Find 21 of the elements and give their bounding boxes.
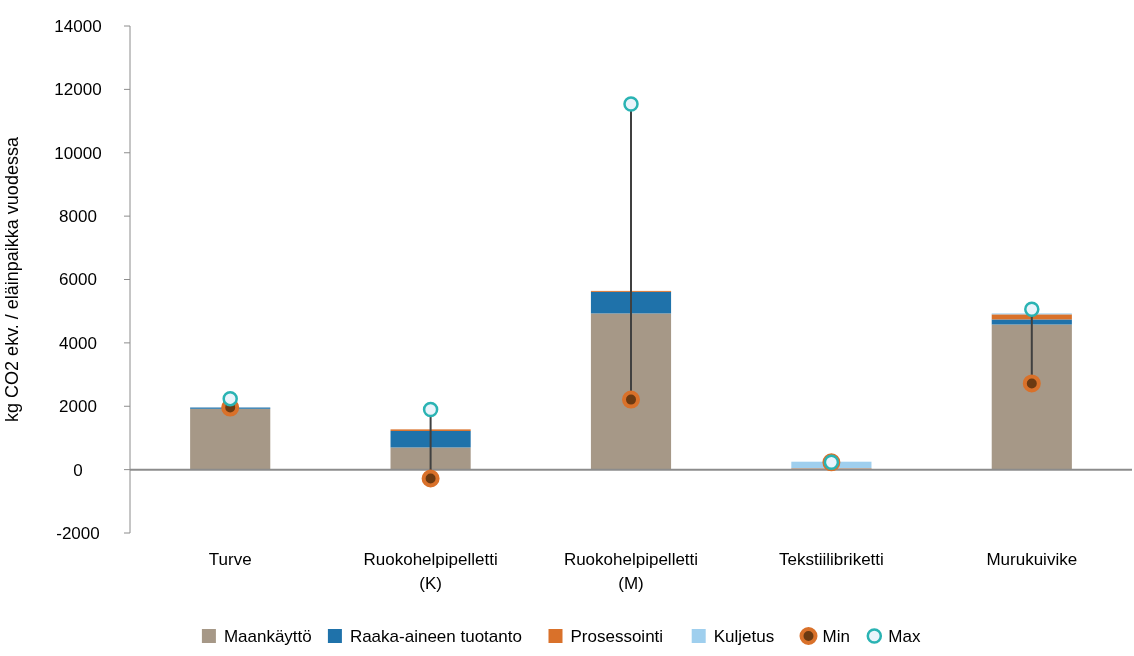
legend-label: Min [822, 626, 850, 646]
y-tick-label: 2000 [59, 397, 97, 417]
y-tick-label: 6000 [59, 270, 97, 290]
y-tick-label: 8000 [59, 207, 97, 227]
x-tick-label: Ruokohelpipelletti (K) [363, 550, 498, 593]
legend-label: Prosessointi [570, 626, 664, 646]
y-axis-title: kg CO2 ekv. / eläinpaikka vuodessa [2, 136, 22, 422]
y-tick-label: 10000 [54, 143, 102, 163]
y-tick-label: 4000 [59, 333, 97, 353]
y-tick-label: -2000 [56, 523, 100, 543]
y-tick-label: 14000 [54, 16, 102, 36]
legend-label: Kuljetus [713, 626, 775, 646]
legend-label: Maankäyttö [223, 626, 312, 646]
x-tick-label: Turve [208, 550, 252, 569]
x-tick-label: Ruokohelpipelletti (M) [563, 550, 699, 593]
x-tick-label: Murukuivike [986, 550, 1078, 569]
x-tick-label: Tekstiilibriketti [778, 550, 884, 569]
legend-label: Raaka-aineen tuotanto [349, 626, 522, 646]
legend-label: Max [888, 626, 921, 646]
y-tick-label: 12000 [54, 80, 102, 100]
y-tick-label: 0 [73, 460, 83, 480]
